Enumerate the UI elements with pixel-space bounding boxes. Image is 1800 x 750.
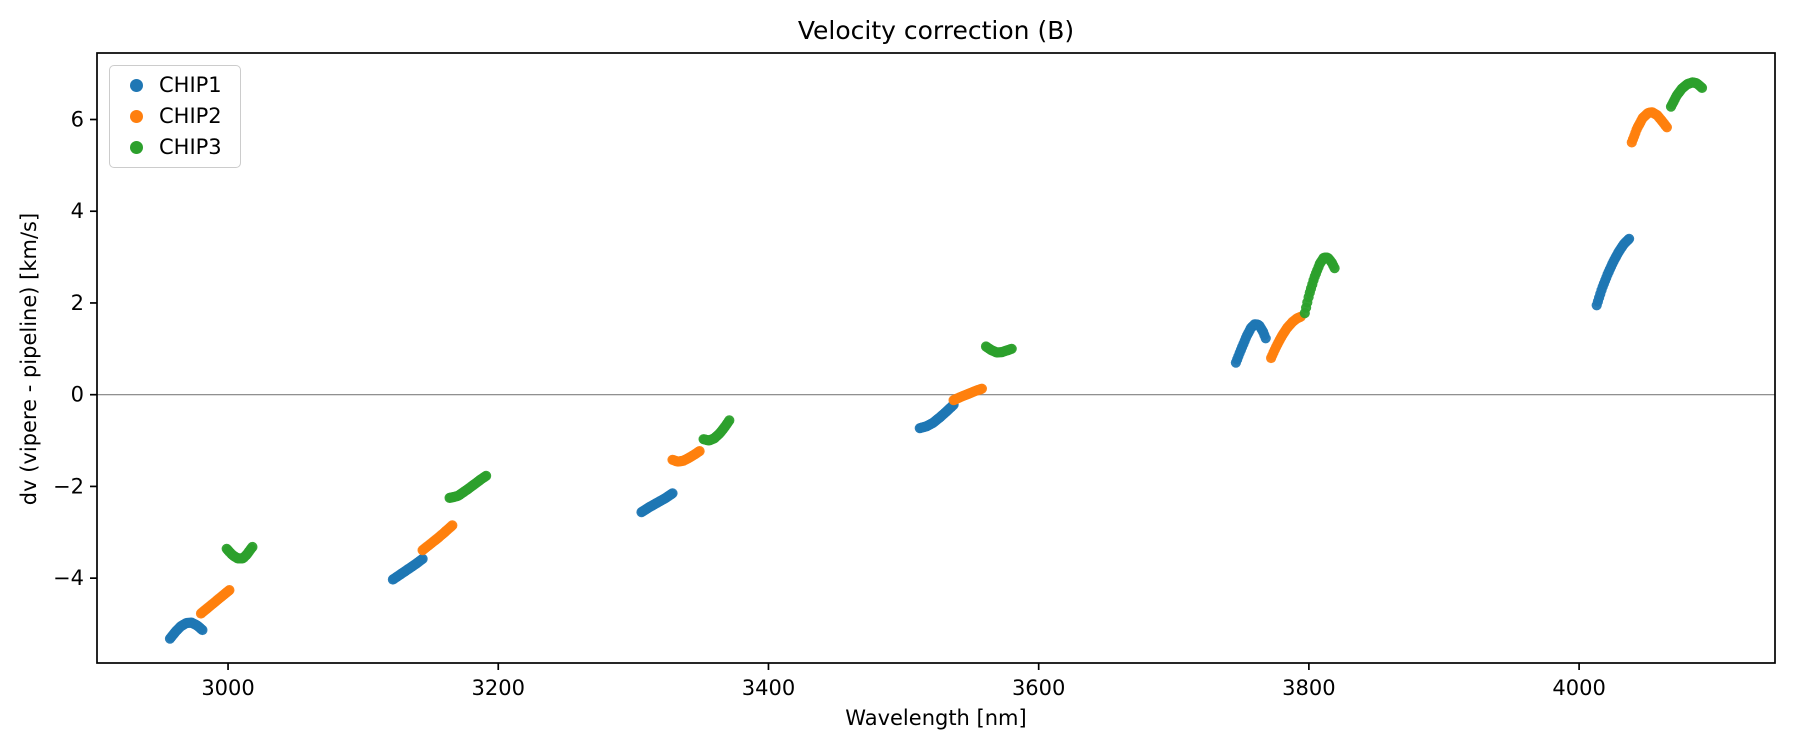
data-point-chip1 <box>197 624 208 636</box>
x-axis-label: Wavelength [nm] <box>845 706 1027 730</box>
data-point-chip3 <box>247 541 258 553</box>
data-point-chip3 <box>481 470 492 481</box>
y-tick-label: 2 <box>71 291 84 315</box>
y-axis-label: dv (vipere - pipeline) [km/s] <box>17 212 41 506</box>
data-point-chip1 <box>417 553 428 565</box>
x-tick-label: 3800 <box>1282 676 1335 700</box>
data-point-chip1 <box>667 488 678 499</box>
data-point-chip2 <box>694 446 705 457</box>
chart-title: Velocity correction (B) <box>797 16 1075 45</box>
data-point-chip3 <box>1696 82 1708 93</box>
plot-frame <box>96 52 1776 664</box>
legend-label-chip1: CHIP1 <box>159 73 222 97</box>
legend-item-chip1: CHIP1 <box>122 73 222 97</box>
data-point-chip3 <box>724 415 735 426</box>
y-tick-label: 6 <box>71 108 84 132</box>
x-tick-label: 3600 <box>1012 676 1065 700</box>
data-point-chip3 <box>1006 343 1017 354</box>
data-point-chip3 <box>1329 263 1340 274</box>
y-tick-label: 4 <box>71 199 84 223</box>
chip1-marker-icon <box>130 79 143 93</box>
x-tick-label: 3200 <box>472 676 525 700</box>
x-tick-label: 3000 <box>201 676 254 700</box>
legend-label-chip2: CHIP2 <box>159 104 222 129</box>
legend: CHIP1 CHIP2 CHIP3 <box>109 65 241 169</box>
data-point-chip1 <box>1260 333 1271 344</box>
x-tick-label: 3400 <box>742 676 795 700</box>
data-point-chip2 <box>447 520 458 531</box>
legend-item-chip3: CHIP3 <box>122 136 222 159</box>
y-tick-label: −4 <box>53 566 84 590</box>
y-tick-label: 0 <box>71 383 84 407</box>
legend-label-chip3: CHIP3 <box>159 135 222 160</box>
chip3-marker-icon <box>130 141 143 155</box>
data-point-chip1 <box>1624 233 1635 244</box>
data-point-chip2 <box>224 585 235 596</box>
chip2-marker-icon <box>130 110 143 124</box>
legend-item-chip2: CHIP2 <box>122 104 222 129</box>
data-point-chip2 <box>976 383 988 394</box>
data-point-chip2 <box>1661 122 1672 133</box>
y-tick-label: −2 <box>53 474 84 498</box>
x-tick-label: 4000 <box>1552 676 1605 700</box>
